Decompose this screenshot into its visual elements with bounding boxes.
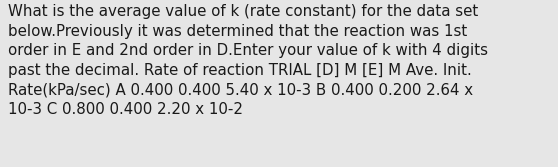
Text: What is the average value of k (rate constant) for the data set
below.Previously: What is the average value of k (rate con… <box>8 4 488 117</box>
